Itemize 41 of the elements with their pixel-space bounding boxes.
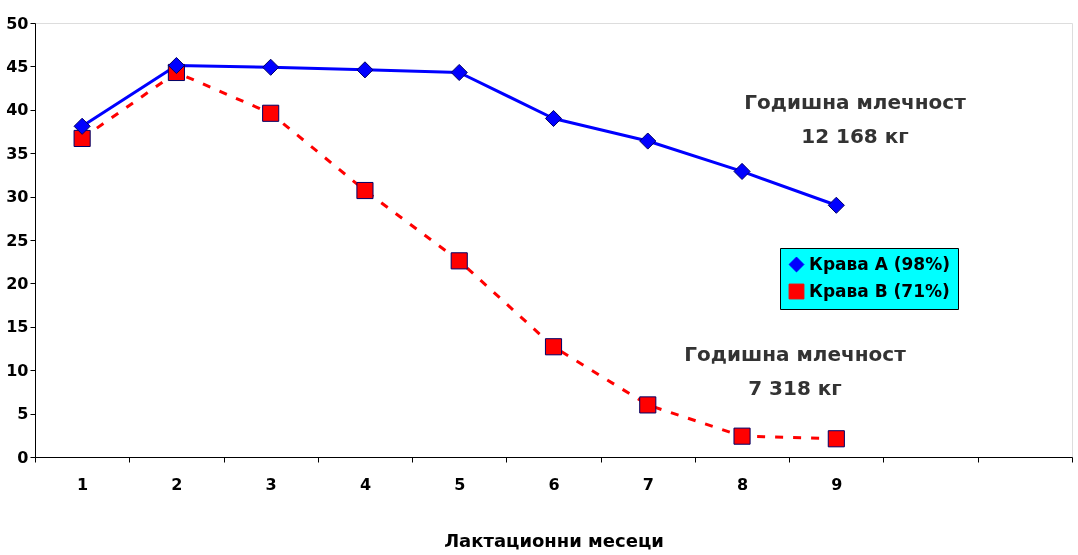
y-tick-label: 5 — [17, 404, 29, 424]
point — [544, 338, 563, 356]
point — [733, 427, 751, 445]
x-axis-title: Лактационни месеци — [444, 529, 664, 551]
point — [827, 196, 845, 214]
y-tick-label: 35 — [6, 143, 29, 163]
point — [167, 56, 185, 75]
point — [639, 132, 657, 150]
point — [827, 430, 845, 448]
point — [262, 104, 280, 122]
annotation: Годишна млечност 12 168 кг — [744, 90, 967, 148]
y-tick-label: 30 — [6, 187, 29, 207]
point — [733, 162, 751, 180]
point — [73, 117, 91, 135]
point — [639, 396, 657, 414]
x-tick-label: 1 — [77, 474, 89, 494]
point — [450, 63, 468, 82]
x-tick-label: 2 — [171, 474, 183, 494]
point — [450, 252, 468, 270]
x-tick-label: 5 — [454, 474, 466, 494]
x-tick-label: 3 — [265, 474, 277, 494]
x-tick-label: 4 — [359, 474, 372, 494]
y-tick-label: 10 — [6, 360, 29, 380]
y-tick-label: 20 — [6, 273, 29, 293]
point — [262, 58, 280, 76]
x-tick-label: 6 — [548, 474, 560, 494]
x-tick-label: 7 — [642, 474, 654, 494]
legend-label: Крава А (98%) — [809, 253, 950, 274]
annotation: Годишна млечност 7 318 кг — [684, 342, 907, 400]
y-tick-label: 25 — [6, 230, 29, 250]
y-tick-label: 0 — [17, 447, 29, 467]
x-tick-label: 8 — [736, 474, 749, 494]
x-tick-label: 9 — [831, 474, 843, 494]
y-tick-label: 50 — [6, 13, 29, 33]
legend-label: Крава В (71%) — [809, 280, 950, 301]
point — [356, 181, 374, 200]
y-tick-label: 45 — [6, 56, 29, 76]
y-tick-label: 40 — [6, 100, 29, 120]
point — [356, 61, 374, 79]
point — [544, 109, 563, 128]
y-tick-label: 15 — [6, 317, 29, 337]
